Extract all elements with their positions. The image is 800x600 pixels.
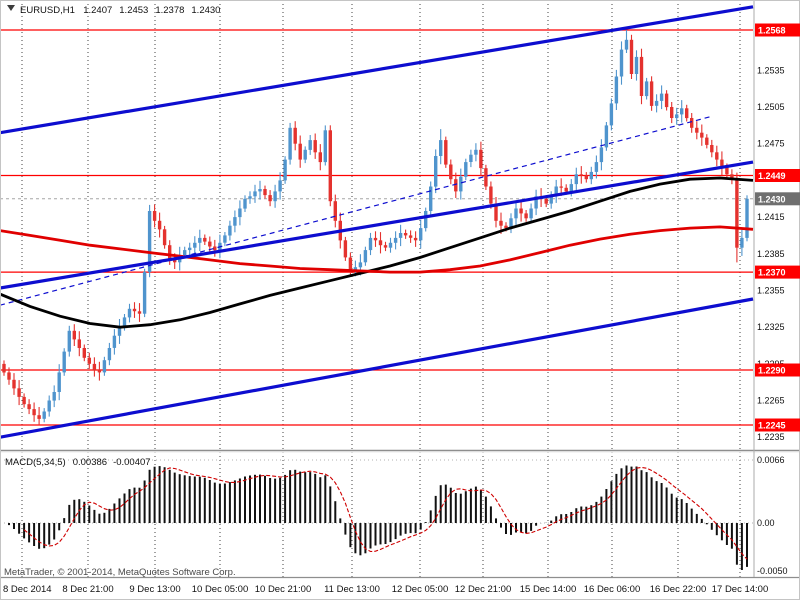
macd-label: MACD(5,34,5) bbox=[5, 457, 66, 468]
svg-text:1.2430: 1.2430 bbox=[758, 194, 786, 204]
svg-text:8 Dec 2014: 8 Dec 2014 bbox=[3, 584, 52, 595]
macd-signal-value: -0.00407 bbox=[113, 457, 151, 468]
candlestick-series bbox=[2, 30, 749, 425]
svg-text:8 Dec 21:00: 8 Dec 21:00 bbox=[62, 584, 113, 595]
svg-text:1.2385: 1.2385 bbox=[757, 249, 785, 259]
svg-text:1.2415: 1.2415 bbox=[757, 212, 785, 222]
svg-text:1.2245: 1.2245 bbox=[758, 421, 786, 431]
svg-text:1.2325: 1.2325 bbox=[757, 322, 785, 332]
macd-main-value: 0.00386 bbox=[73, 457, 107, 468]
svg-text:1.2265: 1.2265 bbox=[757, 396, 785, 406]
svg-text:0.00: 0.00 bbox=[757, 518, 775, 528]
svg-text:1.2355: 1.2355 bbox=[757, 286, 785, 296]
macd-header: MACD(5,34,5) 0.00386 -0.00407 bbox=[5, 457, 151, 468]
svg-text:1.2505: 1.2505 bbox=[757, 102, 785, 112]
low-value: 1.2378 bbox=[155, 5, 184, 16]
svg-text:1.2568: 1.2568 bbox=[758, 26, 786, 36]
svg-text:1.2290: 1.2290 bbox=[758, 366, 786, 376]
svg-text:16 Dec 06:00: 16 Dec 06:00 bbox=[584, 584, 641, 595]
open-value: 1.2407 bbox=[83, 5, 112, 16]
svg-text:10 Dec 05:00: 10 Dec 05:00 bbox=[192, 584, 249, 595]
svg-text:9 Dec 13:00: 9 Dec 13:00 bbox=[129, 584, 180, 595]
svg-text:11 Dec 13:00: 11 Dec 13:00 bbox=[324, 584, 380, 595]
svg-text:-0.0050: -0.0050 bbox=[757, 566, 788, 576]
copyright-text: MetaTrader, © 2001-2014, MetaQuotes Soft… bbox=[4, 567, 236, 578]
svg-text:1.2370: 1.2370 bbox=[758, 268, 786, 278]
svg-text:10 Dec 21:00: 10 Dec 21:00 bbox=[255, 584, 312, 595]
svg-text:1.2235: 1.2235 bbox=[757, 432, 785, 442]
svg-text:17 Dec 14:00: 17 Dec 14:00 bbox=[712, 584, 769, 595]
svg-text:15 Dec 14:00: 15 Dec 14:00 bbox=[520, 584, 577, 595]
ohlc-header: EURUSD,H1 1.2407 1.2453 1.2378 1.2430 bbox=[20, 5, 220, 16]
symbol-dropdown-icon bbox=[7, 5, 15, 11]
svg-text:1.2449: 1.2449 bbox=[758, 171, 786, 181]
svg-text:12 Dec 05:00: 12 Dec 05:00 bbox=[392, 584, 449, 595]
svg-text:1.2535: 1.2535 bbox=[757, 65, 785, 75]
svg-text:1.2475: 1.2475 bbox=[757, 139, 785, 149]
symbol-label: EURUSD,H1 bbox=[20, 5, 75, 16]
macd-indicator bbox=[0, 459, 753, 570]
svg-text:16 Dec 22:00: 16 Dec 22:00 bbox=[650, 584, 707, 595]
svg-text:12 Dec 21:00: 12 Dec 21:00 bbox=[455, 584, 512, 595]
price-and-time-axis[interactable]: 1.2535 1.2505 1.2475 1.2415 1.2385 1.2355 1.23… bbox=[3, 23, 800, 596]
moving-averages-and-channel-lines bbox=[0, 5, 754, 439]
high-value: 1.2453 bbox=[119, 5, 148, 16]
close-value: 1.2430 bbox=[191, 5, 220, 16]
svg-text:0.0066: 0.0066 bbox=[757, 455, 785, 465]
